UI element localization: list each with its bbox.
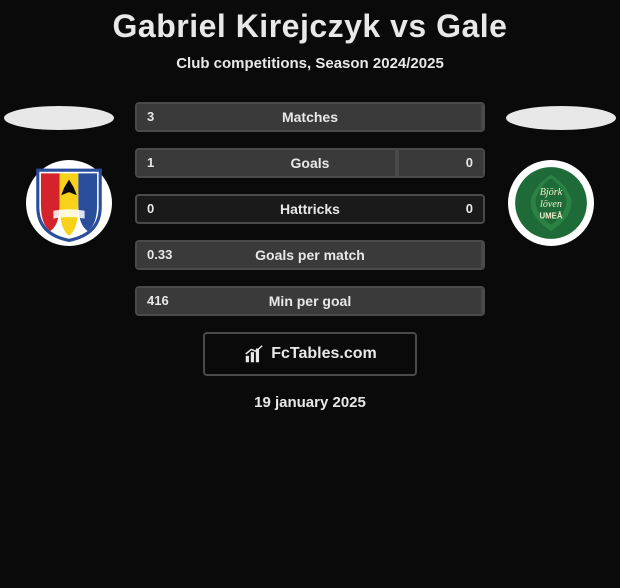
player-right-pedestal [506,106,616,130]
stat-row: 416Min per goal [135,286,485,316]
stat-bars: 3Matches1Goals00Hattricks00.33Goals per … [135,102,485,316]
player-right-badge: Björk löven UMEÅ [508,160,594,246]
stat-label: Matches [137,104,483,130]
stat-label: Hattricks [137,196,483,222]
stat-value-right: 0 [466,150,473,176]
comparison-panel: Björk löven UMEÅ 3Matches1Goals00Hattric… [0,102,620,411]
snapshot-date: 19 january 2025 [0,394,620,411]
stat-label: Goals per match [137,242,483,268]
stat-label: Goals [137,150,483,176]
svg-text:löven: löven [540,199,562,210]
stat-row: 3Matches [135,102,485,132]
club-crest-icon: Björk löven UMEÅ [512,164,590,242]
player-left-pedestal [4,106,114,130]
stat-label: Min per goal [137,288,483,314]
subtitle: Club competitions, Season 2024/2025 [0,55,620,72]
chart-icon [243,343,265,365]
stat-value-right: 0 [466,196,473,222]
svg-text:Björk: Björk [540,187,563,198]
stat-row: 0Hattricks0 [135,194,485,224]
player-left-badge [26,160,112,246]
brand-logo[interactable]: FcTables.com [203,332,417,376]
brand-text: FcTables.com [271,345,377,363]
svg-text:UMEÅ: UMEÅ [540,212,563,221]
stat-row: 1Goals0 [135,148,485,178]
club-crest-icon [30,164,108,242]
stat-row: 0.33Goals per match [135,240,485,270]
page-title: Gabriel Kirejczyk vs Gale [0,8,620,45]
